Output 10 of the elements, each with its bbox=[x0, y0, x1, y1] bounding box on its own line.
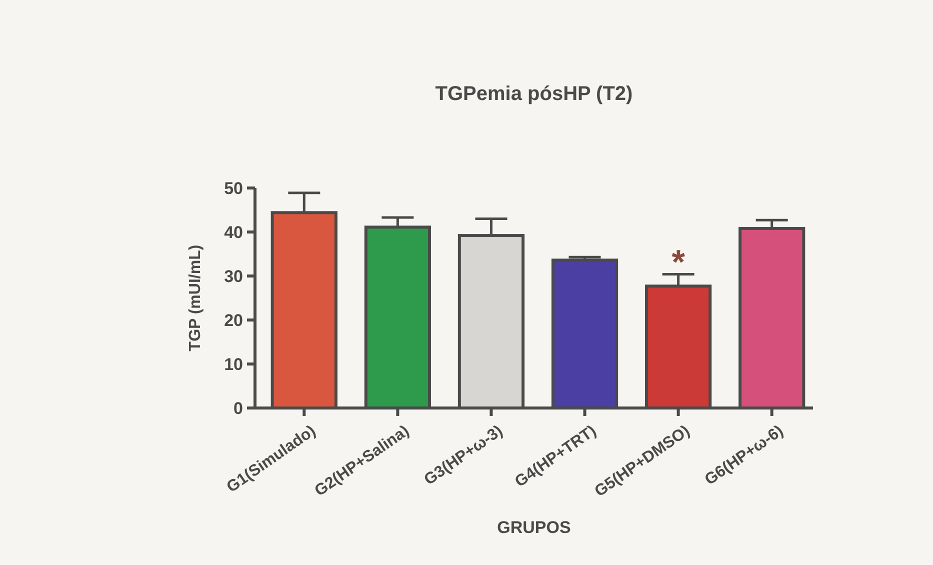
y-tick-label: 10 bbox=[224, 354, 243, 374]
y-tick-label: 50 bbox=[224, 178, 243, 198]
y-tick-label: 0 bbox=[234, 398, 243, 418]
y-tick-label: 30 bbox=[224, 266, 243, 286]
x-axis-title: GRUPOS bbox=[497, 518, 571, 537]
y-tick-label: 40 bbox=[224, 222, 243, 242]
y-tick-label: 20 bbox=[224, 310, 243, 330]
annotation: * bbox=[672, 243, 686, 282]
chart-title: TGPemia pósHP (T2) bbox=[435, 83, 633, 105]
y-axis-title: TGP (mUI/mL) bbox=[187, 244, 204, 352]
